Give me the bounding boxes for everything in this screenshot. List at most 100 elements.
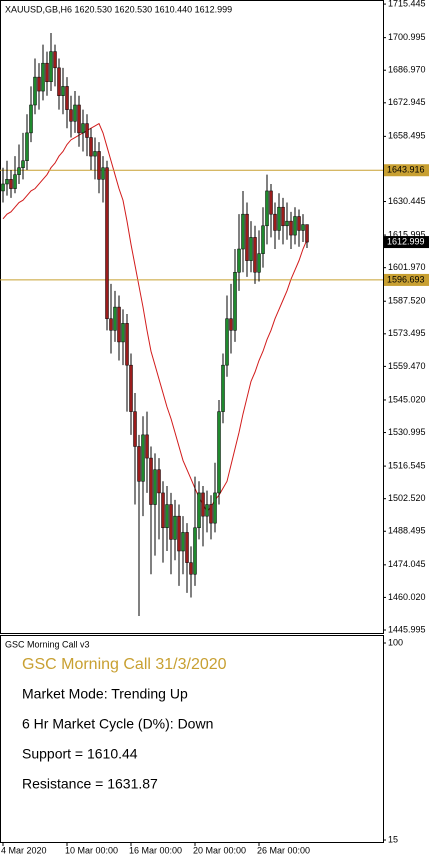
- y-tick-label: 1587.520: [388, 296, 426, 306]
- main-frame: [0, 0, 384, 634]
- candle-body: [277, 206, 281, 231]
- chart-title: XAUUSD,GB,H6 1620.530 1620.530 1610.440 …: [5, 4, 232, 14]
- candle-body: [293, 216, 297, 236]
- candle-body: [253, 237, 257, 273]
- y-tick-label: 1573.495: [388, 328, 426, 338]
- y-tick-label: 1474.045: [388, 559, 426, 569]
- candle-body: [269, 190, 273, 215]
- y-tick-label: 1672.945: [388, 97, 426, 107]
- indicator-line: 6 Hr Market Cycle (D%): Down: [22, 716, 213, 732]
- candle-body: [157, 469, 161, 494]
- candle-body: [29, 104, 33, 134]
- y-tick-label: 1488.495: [388, 526, 426, 536]
- level-label: 1643.916: [387, 165, 425, 175]
- x-tick-label: 4 Mar 2020: [1, 845, 47, 855]
- y-tick-label: 1530.995: [388, 427, 426, 437]
- indicator-title: GSC Morning Call v3: [5, 639, 90, 649]
- candle-body: [249, 237, 253, 261]
- y-tick-label: 1658.495: [388, 131, 426, 141]
- price-label-box: [384, 236, 429, 249]
- candle-body: [181, 532, 185, 552]
- y-tick-label: 1700.995: [388, 32, 426, 42]
- y-tick-label: 1630.445: [388, 196, 426, 206]
- price-label: 1612.999: [387, 236, 425, 246]
- candle-body: [37, 76, 41, 92]
- candle-body: [85, 123, 89, 138]
- indicator-heading: GSC Morning Call 31/3/2020: [22, 656, 227, 673]
- candle-body: [197, 492, 201, 529]
- moving-average: [2, 122, 308, 513]
- candle-body: [61, 86, 65, 96]
- candle-body: [285, 220, 289, 227]
- candle-body: [65, 86, 69, 110]
- candle-body: [117, 306, 121, 343]
- candle-body: [177, 515, 181, 552]
- candle-body: [141, 434, 145, 482]
- x-tick-label: 20 Mar 00:00: [193, 845, 246, 855]
- candle-body: [305, 224, 309, 243]
- candle-body: [161, 492, 165, 529]
- candle-body: [245, 213, 249, 261]
- candle-body: [297, 216, 301, 231]
- candle-body: [265, 190, 269, 227]
- candle-body: [45, 62, 49, 83]
- candle-body: [213, 492, 217, 524]
- candle-body: [49, 51, 53, 83]
- indicator-line: Resistance = 1631.87: [22, 776, 158, 792]
- y-tick-label: 1559.470: [388, 361, 426, 371]
- y-tick-label: 1460.020: [388, 592, 426, 602]
- candle-body: [209, 504, 213, 524]
- indicator-tick-label: 100: [388, 637, 403, 647]
- candle-body: [241, 213, 245, 250]
- indicator-tick-label: 15: [388, 834, 398, 844]
- candle-body: [73, 104, 77, 122]
- candle-body: [53, 51, 57, 69]
- candle-body: [89, 137, 93, 157]
- candle-body: [205, 504, 209, 517]
- y-tick-label: 1516.545: [388, 460, 426, 470]
- y-tick-label: 1615.995: [388, 229, 426, 239]
- indicator-line: Market Mode: Trending Up: [22, 686, 188, 702]
- candle-body: [261, 225, 265, 254]
- candle-body: [229, 318, 233, 331]
- candle-body: [301, 224, 305, 231]
- candle-body: [225, 318, 229, 366]
- candle-body: [153, 469, 157, 505]
- candle-body: [217, 411, 221, 494]
- candle-body: [281, 206, 285, 227]
- candle-body: [17, 167, 21, 175]
- candle-body: [129, 364, 133, 412]
- candle-body: [221, 364, 225, 412]
- candle-body: [101, 167, 105, 180]
- indicator-line: Support = 1610.44: [22, 746, 138, 762]
- candle-body: [105, 167, 109, 319]
- candle-body: [273, 213, 277, 231]
- candle-body: [41, 62, 45, 92]
- candle-body: [93, 151, 97, 157]
- candle-body: [77, 104, 81, 134]
- y-tick-label: 1686.970: [388, 65, 426, 75]
- y-tick-label: 1715.445: [388, 0, 426, 8]
- candle-body: [13, 174, 17, 189]
- candle-body: [1, 183, 5, 192]
- candle-body: [121, 323, 125, 343]
- candle-body: [21, 160, 25, 168]
- level-label-box: [384, 273, 429, 286]
- y-tick-label: 1545.020: [388, 394, 426, 404]
- y-tick-label: 1445.995: [388, 624, 426, 634]
- candle-body: [125, 323, 129, 366]
- candle-body: [133, 411, 137, 447]
- candle-body: [149, 457, 153, 505]
- candle-body: [33, 76, 37, 106]
- candle-body: [9, 179, 13, 189]
- candle-body: [81, 123, 85, 134]
- x-tick-label: 16 Mar 00:00: [129, 845, 182, 855]
- candle-body: [257, 253, 261, 273]
- candle-body: [69, 109, 73, 122]
- candle-body: [233, 271, 237, 331]
- candle-body: [25, 132, 29, 161]
- candle-body: [201, 492, 205, 517]
- candle-body: [169, 504, 173, 540]
- indicator-frame: [0, 635, 384, 843]
